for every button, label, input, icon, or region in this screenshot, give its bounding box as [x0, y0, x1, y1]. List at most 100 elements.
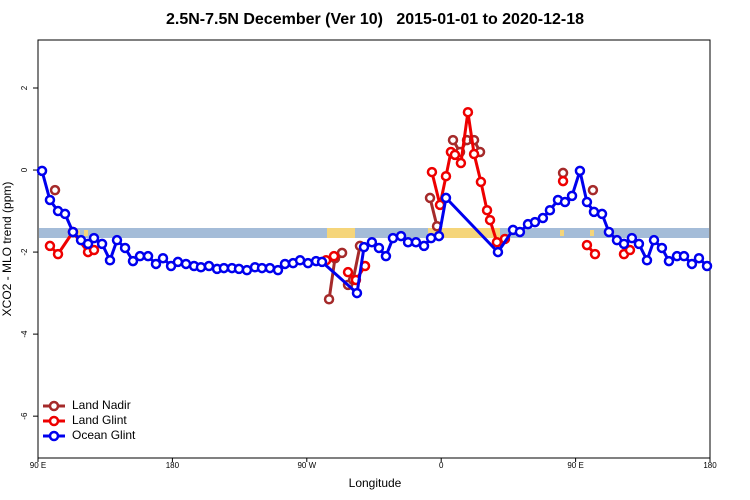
- data-point: [111, 234, 123, 246]
- y-tick-label: -6: [20, 412, 29, 420]
- data-point: [203, 260, 215, 272]
- data-point: [440, 192, 452, 204]
- legend-label: Land Nadir: [72, 398, 131, 412]
- data-point: [49, 184, 61, 196]
- data-point: [380, 250, 392, 262]
- legend-label: Land Glint: [72, 413, 127, 427]
- data-point: [462, 106, 474, 118]
- data-point: [433, 230, 445, 242]
- data-point: [633, 238, 645, 250]
- data-point: [44, 240, 56, 252]
- data-point: [426, 166, 438, 178]
- data-point: [142, 250, 154, 262]
- x-tick-label: 90 W: [297, 461, 316, 470]
- data-point: [373, 242, 385, 254]
- data-point: [88, 244, 100, 256]
- data-point: [618, 238, 630, 250]
- plot-frame: [37, 39, 711, 459]
- data-point: [566, 190, 578, 202]
- land-strip: [428, 228, 500, 238]
- data-point: [648, 234, 660, 246]
- y-tick-label: -2: [20, 248, 29, 256]
- data-point: [447, 134, 459, 146]
- data-point: [351, 287, 363, 299]
- land-strip: [590, 230, 594, 236]
- data-point: [557, 167, 569, 179]
- y-tick-label: 0: [20, 167, 29, 172]
- data-point: [264, 262, 276, 274]
- data-point: [475, 176, 487, 188]
- data-point: [663, 255, 675, 267]
- y-axis-label: XCO2 - MLO trend (ppm): [0, 182, 14, 317]
- ocean-strip: [39, 228, 709, 238]
- data-point: [323, 294, 335, 305]
- data-point: [581, 196, 593, 208]
- data-point: [59, 208, 71, 220]
- data-point: [172, 256, 184, 268]
- data-point: [624, 244, 636, 256]
- data-point: [581, 239, 593, 251]
- legend-label: Ocean Glint: [72, 428, 136, 442]
- data-point: [387, 232, 399, 244]
- data-point: [529, 216, 541, 228]
- data-point: [82, 238, 94, 250]
- legend-marker: [48, 430, 60, 442]
- data-point: [514, 226, 526, 238]
- data-point: [424, 192, 436, 204]
- data-point: [88, 232, 100, 244]
- data-point: [481, 204, 493, 216]
- y-tick-label: -4: [20, 330, 29, 338]
- data-point: [418, 240, 430, 252]
- data-point: [195, 262, 207, 273]
- data-point: [96, 238, 108, 250]
- data-point: [678, 250, 690, 262]
- chart-title: 2.5N-7.5N December (Ver 10) 2015-01-01 t…: [166, 11, 584, 28]
- y-tick-label: 2: [20, 85, 29, 90]
- data-point: [686, 258, 698, 270]
- data-point: [342, 266, 354, 278]
- legend-marker: [48, 415, 60, 427]
- data-point: [410, 236, 422, 248]
- x-tick-label: 90 E: [567, 461, 583, 470]
- data-point: [272, 264, 284, 276]
- data-point: [134, 250, 146, 262]
- data-point: [104, 255, 116, 266]
- data-point: [44, 194, 56, 206]
- data-point: [589, 248, 601, 260]
- data-point: [641, 255, 653, 266]
- data-point: [395, 230, 407, 242]
- data-point: [603, 226, 615, 238]
- data-point: [588, 206, 600, 218]
- x-tick-label: 0: [439, 461, 444, 470]
- data-point: [302, 257, 314, 269]
- x-tick-label: 90 E: [30, 461, 46, 470]
- data-point: [328, 250, 340, 262]
- legend-marker: [48, 400, 60, 412]
- data-point: [150, 258, 162, 270]
- data-point: [52, 248, 64, 260]
- data-point: [557, 175, 569, 187]
- data-point: [119, 242, 131, 254]
- data-point: [67, 226, 79, 238]
- x-tick-label: 180: [703, 461, 717, 470]
- data-point: [449, 149, 461, 161]
- land-strip: [327, 228, 355, 238]
- data-point: [693, 252, 705, 264]
- data-point: [559, 196, 571, 208]
- data-point: [544, 204, 556, 216]
- data-point: [468, 148, 480, 160]
- data-point: [316, 256, 328, 268]
- data-point: [484, 214, 496, 226]
- data-point: [336, 247, 348, 259]
- data-point: [233, 263, 245, 275]
- data-point: [492, 246, 504, 258]
- data-point: [656, 242, 668, 254]
- data-point: [626, 232, 638, 244]
- x-axis-label: Longitude: [349, 476, 402, 490]
- data-point: [127, 255, 139, 267]
- data-point: [358, 241, 370, 253]
- data-point: [440, 170, 452, 182]
- data-point: [241, 264, 253, 276]
- data-point: [701, 260, 713, 272]
